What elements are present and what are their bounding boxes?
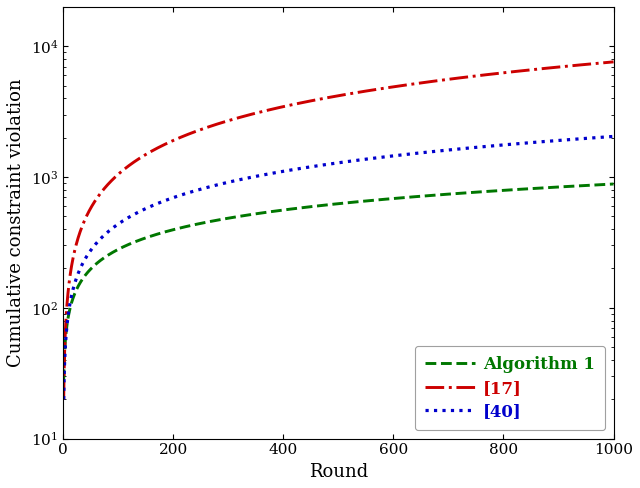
Algorithm 1	[417, 193, 425, 199]
[17]	[512, 68, 520, 74]
Algorithm 1	[610, 181, 618, 187]
[40]	[417, 150, 425, 156]
Algorithm 1	[160, 229, 168, 235]
[40]	[270, 170, 278, 176]
[17]	[390, 84, 397, 90]
Y-axis label: Cumulative constraint violation: Cumulative constraint violation	[7, 79, 25, 367]
Line: [40]: [40]	[64, 137, 614, 399]
Line: [17]: [17]	[64, 62, 614, 399]
Legend: Algorithm 1, [17], [40]: Algorithm 1, [17], [40]	[415, 346, 605, 430]
[40]	[512, 141, 520, 147]
Algorithm 1	[390, 196, 397, 202]
[17]	[610, 59, 618, 65]
[40]	[390, 153, 397, 159]
[40]	[470, 144, 478, 150]
[17]	[417, 80, 425, 86]
[40]	[160, 198, 168, 204]
Algorithm 1	[270, 208, 278, 214]
X-axis label: Round: Round	[308, 463, 368, 481]
[17]	[60, 396, 68, 402]
[17]	[160, 142, 168, 148]
Algorithm 1	[470, 189, 478, 195]
[17]	[270, 106, 278, 112]
[17]	[470, 73, 478, 79]
Line: Algorithm 1: Algorithm 1	[64, 184, 614, 380]
Algorithm 1	[60, 377, 68, 383]
[40]	[60, 396, 68, 402]
Algorithm 1	[512, 186, 520, 192]
[40]	[610, 134, 618, 140]
